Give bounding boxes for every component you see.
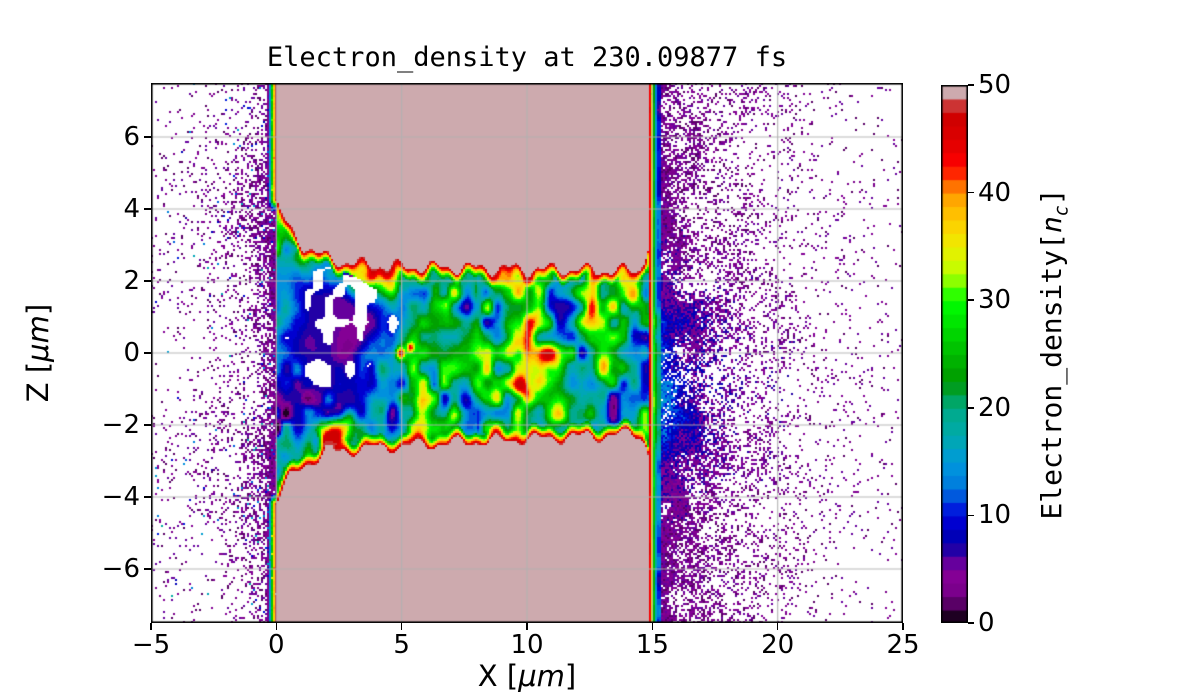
y-tick-mark <box>144 352 151 354</box>
colorbar-tick-label: 40 <box>978 177 1012 208</box>
x-tick-label: 25 <box>886 630 920 660</box>
x-tick-label: 10 <box>510 630 544 660</box>
x-tick-label: 15 <box>635 630 669 660</box>
y-tick-mark <box>144 568 151 570</box>
x-tick-label: 0 <box>268 630 285 660</box>
colorbar-unit-symbol: n <box>1035 216 1068 234</box>
x-tick-label: −5 <box>131 630 171 660</box>
colorbar-label-suffix: ] <box>1035 188 1068 206</box>
y-tick-label: 0 <box>123 338 140 368</box>
y-axis-label-suffix: ] <box>21 303 55 316</box>
y-tick-mark <box>144 136 151 138</box>
chart-title: Electron_density at 230.09877 fs <box>266 42 788 73</box>
colorbar-tick-mark <box>968 191 974 194</box>
x-axis-label: X [μm] <box>151 659 903 693</box>
y-tick-label: 6 <box>123 122 140 152</box>
colorbar-tick-mark <box>968 622 974 624</box>
y-axis-unit: μm <box>21 315 55 362</box>
y-tick-label: 2 <box>123 266 140 296</box>
colorbar-tick-label: 10 <box>978 500 1012 531</box>
y-tick-label: 4 <box>123 194 140 224</box>
colorbar-tick-label: 50 <box>978 70 1012 100</box>
colorbar-tick-label: 30 <box>978 285 1012 316</box>
colorbar-canvas <box>941 85 968 623</box>
x-tick-mark <box>776 623 779 630</box>
colorbar-tick-mark <box>968 299 974 301</box>
colorbar-tick-mark <box>968 407 974 409</box>
x-tick-mark <box>400 623 403 630</box>
y-tick-mark <box>144 496 151 498</box>
x-tick-mark <box>902 623 904 630</box>
x-tick-mark <box>150 623 152 630</box>
x-tick-label: 20 <box>761 630 795 660</box>
colorbar-label-text: Electron_density[ <box>1035 233 1068 520</box>
x-tick-label: 5 <box>393 630 410 660</box>
colorbar-unit-subscript: c <box>1051 205 1073 217</box>
y-axis-label: Z [μm] <box>17 253 59 453</box>
x-tick-mark <box>651 623 654 630</box>
x-tick-mark <box>275 623 278 630</box>
y-tick-mark <box>144 208 151 210</box>
heatmap-canvas <box>151 83 903 623</box>
x-axis-unit: μm <box>518 659 565 693</box>
colorbar-tick-label: 0 <box>978 608 995 638</box>
y-tick-mark <box>144 424 151 426</box>
colorbar-label: Electron_density[nc] <box>1030 174 1074 534</box>
y-axis-label-prefix: Z [ <box>21 361 55 403</box>
colorbar-tick-label: 20 <box>978 392 1012 423</box>
y-tick-mark <box>144 280 151 282</box>
x-axis-label-prefix: X [ <box>477 659 519 693</box>
y-tick-label: −2 <box>101 410 140 440</box>
y-tick-label: −4 <box>101 482 140 512</box>
y-tick-label: −6 <box>101 554 140 584</box>
x-tick-mark <box>526 623 528 630</box>
colorbar-tick-mark <box>968 514 974 517</box>
colorbar-tick-mark <box>968 84 974 86</box>
x-axis-label-suffix: ] <box>564 659 577 693</box>
